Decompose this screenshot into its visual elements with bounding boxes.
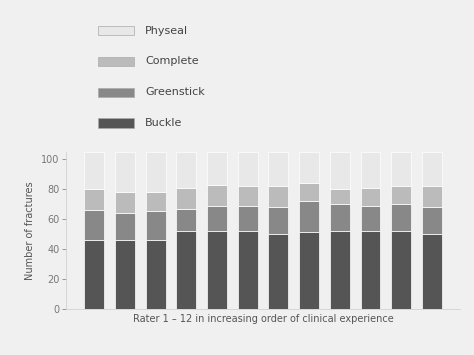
Bar — [115, 240, 135, 309]
Bar — [84, 189, 104, 210]
Bar — [176, 208, 196, 231]
Y-axis label: Number of fractures: Number of fractures — [26, 181, 36, 279]
Bar — [84, 210, 104, 240]
Bar — [146, 152, 165, 192]
Bar — [299, 152, 319, 183]
Bar — [146, 212, 165, 240]
Bar — [299, 201, 319, 233]
Bar — [330, 189, 350, 204]
Bar — [391, 231, 411, 309]
Bar — [361, 231, 381, 309]
FancyBboxPatch shape — [98, 88, 134, 97]
Bar — [176, 187, 196, 208]
Bar — [84, 152, 104, 189]
X-axis label: Rater 1 – 12 in increasing order of clinical experience: Rater 1 – 12 in increasing order of clin… — [133, 315, 393, 324]
Bar — [115, 213, 135, 240]
Bar — [115, 192, 135, 213]
Bar — [238, 206, 258, 231]
Text: Buckle: Buckle — [145, 118, 182, 128]
Bar — [361, 187, 381, 206]
Bar — [207, 231, 227, 309]
Bar — [422, 234, 442, 309]
Bar — [299, 233, 319, 309]
Text: Greenstick: Greenstick — [145, 87, 205, 97]
Bar — [84, 240, 104, 309]
FancyBboxPatch shape — [98, 57, 134, 66]
Bar — [146, 192, 165, 212]
Bar — [391, 152, 411, 186]
Bar — [115, 152, 135, 192]
Bar — [207, 185, 227, 206]
Bar — [146, 240, 165, 309]
Bar — [361, 206, 381, 231]
Text: Complete: Complete — [145, 56, 199, 66]
Bar — [207, 152, 227, 185]
Bar — [391, 186, 411, 204]
Bar — [268, 234, 288, 309]
Bar — [330, 152, 350, 189]
Bar — [207, 206, 227, 231]
FancyBboxPatch shape — [98, 118, 134, 127]
Bar — [391, 204, 411, 231]
Bar — [422, 186, 442, 207]
Bar — [361, 152, 381, 187]
Bar — [238, 152, 258, 186]
Bar — [268, 186, 288, 207]
Text: Physeal: Physeal — [145, 26, 188, 36]
FancyBboxPatch shape — [98, 26, 134, 36]
Bar — [299, 183, 319, 201]
Bar — [422, 152, 442, 186]
Bar — [330, 231, 350, 309]
Bar — [176, 152, 196, 187]
Bar — [268, 152, 288, 186]
Bar — [176, 231, 196, 309]
Bar — [238, 231, 258, 309]
Bar — [238, 186, 258, 206]
Bar — [330, 204, 350, 231]
Bar — [422, 207, 442, 234]
Bar — [268, 207, 288, 234]
